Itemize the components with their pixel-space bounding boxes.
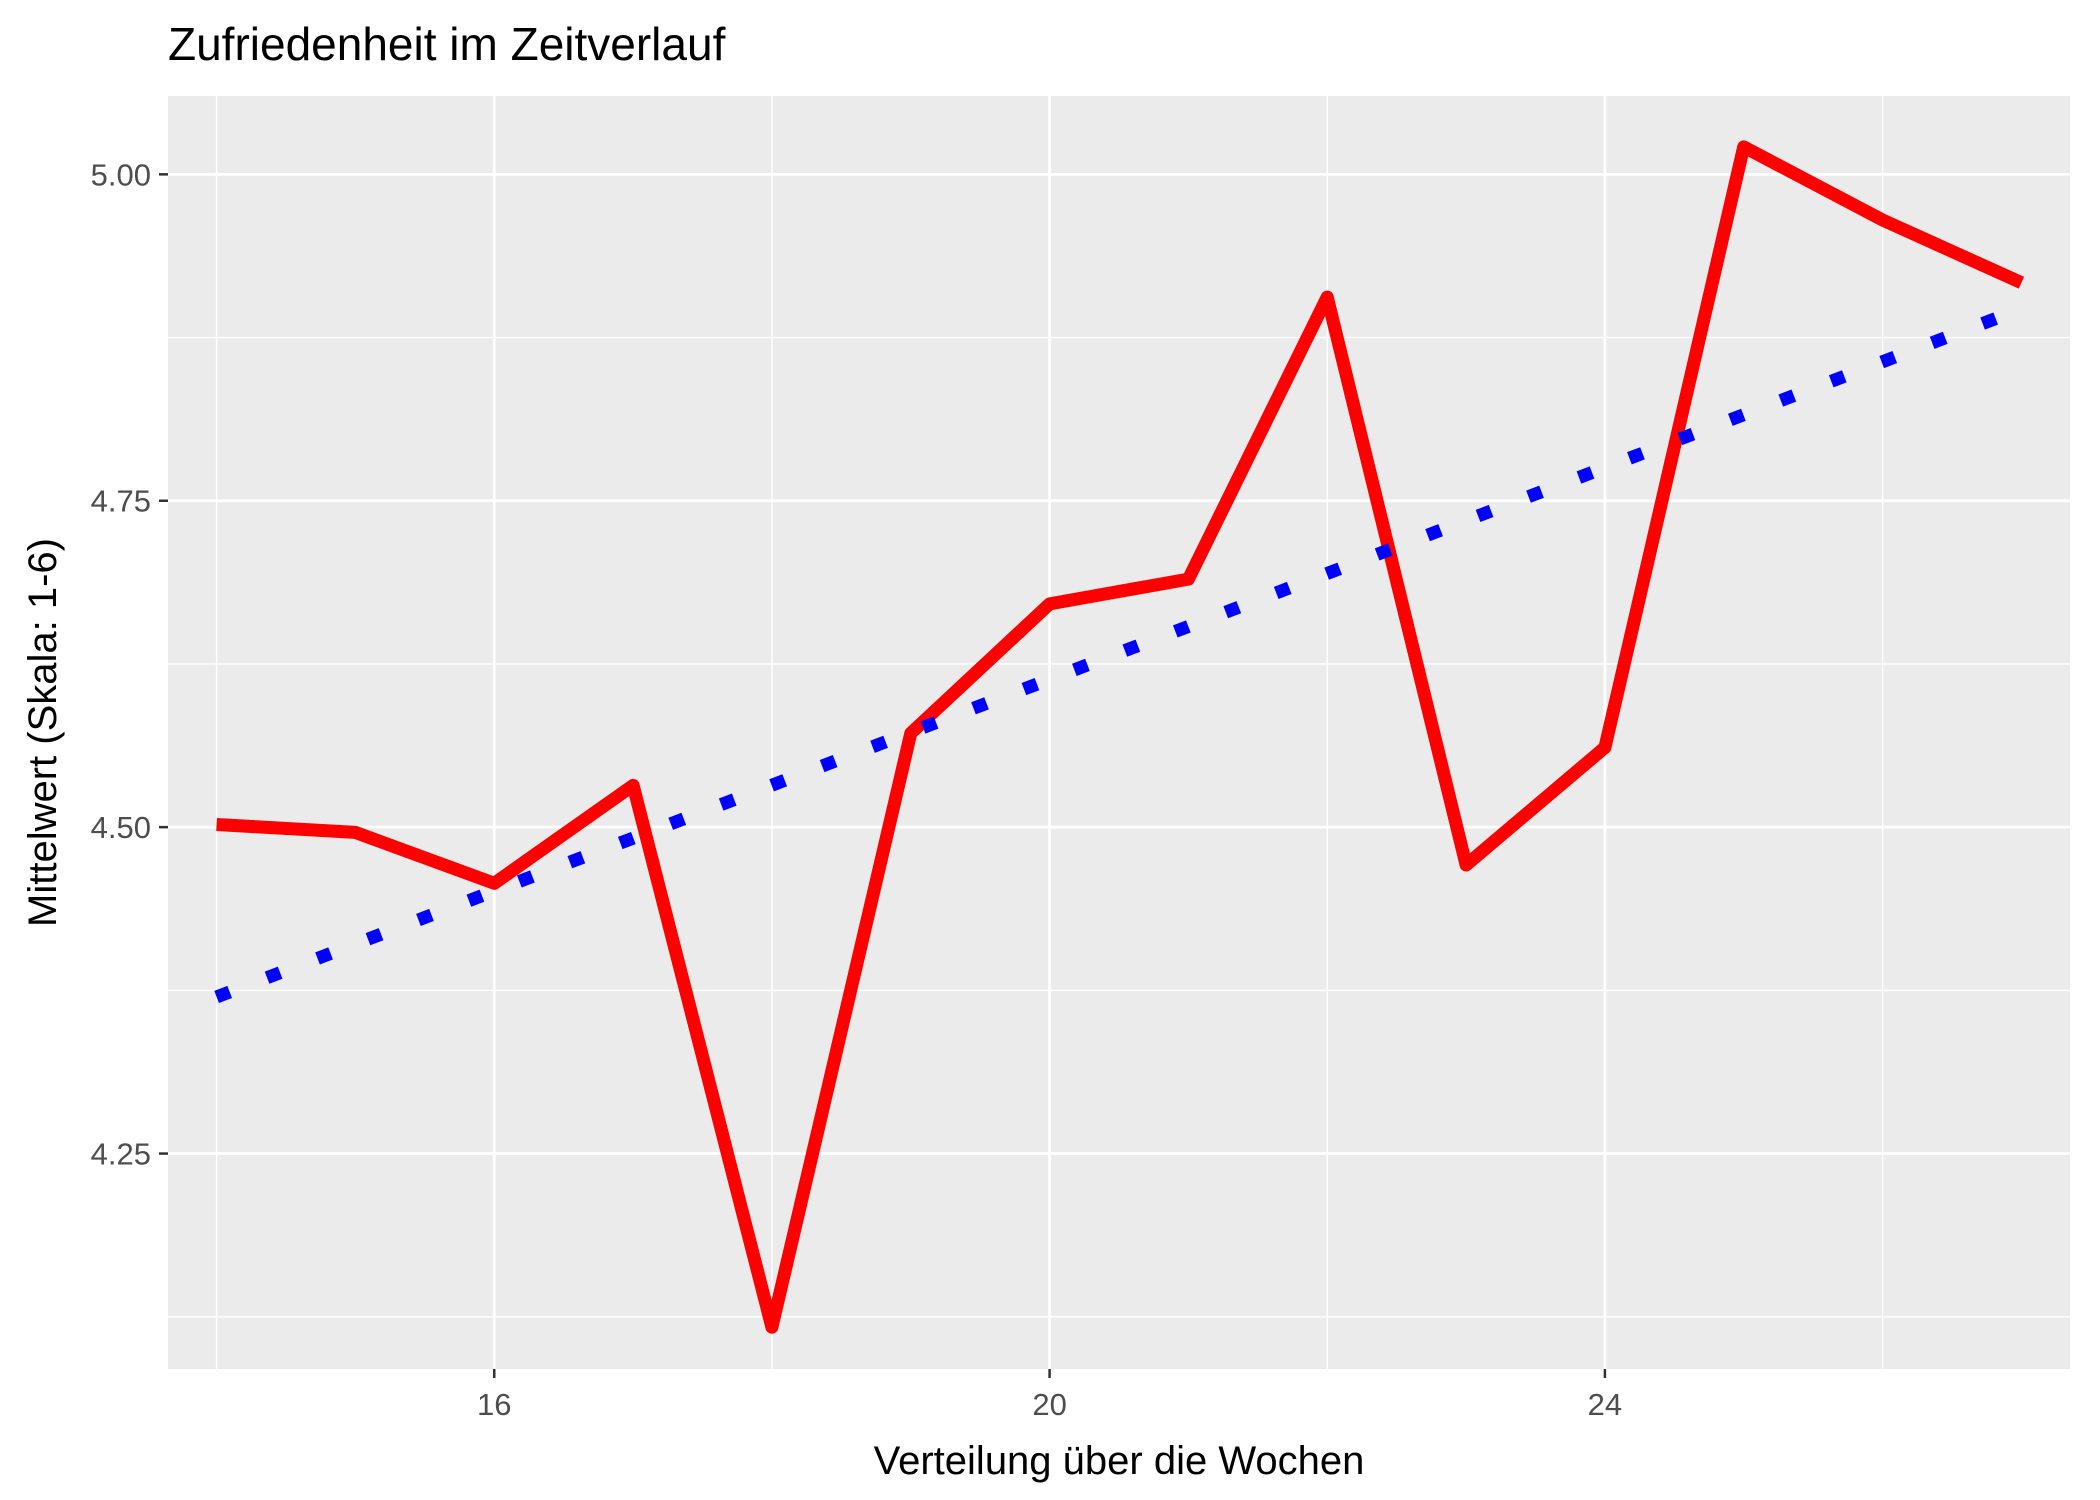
plot-panel bbox=[168, 96, 2070, 1369]
y-axis: 4.25 4.50 4.75 5.00 bbox=[91, 157, 168, 1172]
major-gridlines bbox=[168, 96, 2070, 1369]
data-line bbox=[216, 140, 2025, 1334]
chart-title: Zufriedenheit im Zeitverlauf bbox=[168, 18, 726, 70]
x-tick-label: 24 bbox=[1588, 1387, 1622, 1422]
y-tick-label: 4.75 bbox=[91, 484, 151, 519]
y-axis-title: Mittelwert (Skala: 1-6) bbox=[21, 538, 65, 927]
series-layer bbox=[214, 140, 2025, 1334]
x-tick-label: 20 bbox=[1032, 1387, 1066, 1422]
y-tick-label: 4.25 bbox=[91, 1137, 151, 1172]
y-tick-label: 4.50 bbox=[91, 810, 151, 845]
x-axis-title: Verteilung über die Wochen bbox=[874, 1439, 1365, 1483]
x-axis: 16 20 24 bbox=[477, 1369, 1622, 1422]
x-tick-label: 16 bbox=[477, 1387, 511, 1422]
y-tick-label: 5.00 bbox=[91, 157, 151, 192]
